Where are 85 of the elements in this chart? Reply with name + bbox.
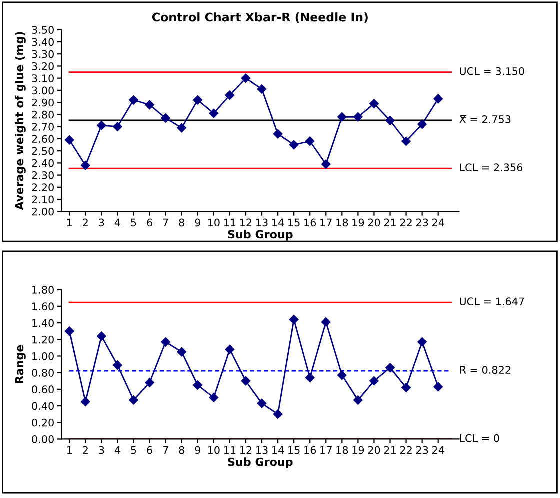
x-tick-label: 18 (336, 218, 348, 227)
x-tick-label: 3 (99, 218, 104, 227)
y-tick-label: 3.10 (32, 74, 54, 82)
x-tick-label: 17 (320, 218, 332, 227)
y-tick-label: 0.40 (32, 402, 54, 410)
x-tick-label: 11 (224, 446, 236, 454)
x-tick-label: 16 (304, 218, 316, 227)
x-tick-label: 10 (208, 446, 220, 454)
x-tick-label: 6 (147, 218, 152, 227)
x-tick-label: 19 (352, 446, 364, 454)
y-tick-label: 1.40 (32, 319, 54, 328)
x-tick-label: 14 (272, 446, 284, 454)
x-tick-label: 7 (163, 446, 168, 454)
x-tick-label: 20 (368, 446, 380, 454)
y-tick-label: 1.20 (32, 336, 54, 344)
x-tick-label: 1 (67, 446, 72, 454)
x-tick-label: 13 (256, 218, 268, 227)
y-axis-title: Average weight of glue (mg) (15, 32, 26, 210)
x-tick-label: 22 (400, 446, 412, 454)
x-tick-label: 8 (179, 218, 184, 227)
x-tick-label: 13 (256, 446, 268, 454)
x-tick-label: 12 (240, 218, 252, 227)
y-tick-label: 2.20 (32, 184, 54, 192)
y-tick-label: 2.30 (32, 172, 54, 180)
x-tick-label: 5 (131, 218, 136, 227)
x-tick-label: 23 (416, 446, 428, 454)
ref-line-label: LCL = 0 (460, 434, 500, 442)
x-tick-label: 5 (131, 446, 136, 454)
x-tick-label: 21 (384, 218, 396, 227)
y-tick-label: 0.80 (32, 369, 54, 377)
ref-line-label: LCL = 2.356 (460, 164, 523, 172)
x-tick-label: 4 (114, 446, 120, 454)
y-tick-label: 0.00 (32, 435, 54, 444)
y-tick-label: 3.00 (32, 86, 54, 95)
x-tick-label: 2 (83, 218, 88, 227)
x-tick-label: 15 (288, 446, 300, 454)
ref-line-label: X̿ = 2.753 (460, 115, 511, 124)
x-tick-label: 24 (432, 218, 444, 227)
x-axis-title: Sub Group (228, 458, 293, 468)
y-tick-label: 1.60 (32, 302, 54, 311)
y-axis-title: Range (15, 345, 26, 384)
y-tick-label: 3.20 (32, 62, 54, 70)
y-tick-label: 2.90 (32, 98, 54, 107)
x-tick-label: 18 (336, 446, 348, 454)
x-tick-label: 24 (432, 446, 444, 454)
x-tick-label: 6 (147, 446, 152, 454)
y-tick-label: 0.20 (32, 418, 54, 427)
x-tick-label: 9 (195, 446, 200, 454)
y-tick-label: 2.70 (32, 123, 54, 131)
x-tick-label: 12 (240, 446, 252, 454)
y-tick-label: 3.50 (32, 26, 54, 34)
chart-title: Control Chart Xbar-R (Needle In) (152, 12, 368, 24)
y-tick-label: 0.60 (32, 386, 54, 394)
y-tick-label: 3.40 (32, 38, 54, 46)
x-tick-label: 16 (304, 446, 316, 454)
x-tick-label: 19 (352, 218, 364, 227)
y-tick-label: 1.00 (32, 352, 54, 360)
ref-line-label: UCL = 3.150 (460, 67, 524, 76)
y-tick-label: 2.60 (32, 135, 54, 144)
x-axis-title: Sub Group (228, 230, 293, 241)
y-tick-label: 2.40 (32, 159, 54, 168)
x-tick-label: 20 (368, 218, 380, 227)
x-tick-label: 22 (400, 218, 412, 227)
x-tick-label: 23 (416, 218, 428, 227)
x-tick-label: 21 (384, 446, 396, 454)
y-tick-label: 2.00 (32, 208, 54, 216)
y-tick-label: 1.80 (32, 286, 54, 294)
x-tick-label: 11 (224, 218, 236, 227)
y-tick-label: 2.50 (32, 147, 54, 156)
y-tick-label: 2.80 (32, 110, 54, 119)
y-tick-label: 3.30 (32, 50, 54, 58)
x-tick-label: 7 (163, 218, 168, 227)
x-tick-label: 4 (114, 218, 120, 227)
x-tick-label: 2 (83, 446, 88, 454)
x-tick-label: 10 (208, 218, 220, 227)
x-tick-label: 3 (99, 446, 104, 454)
x-tick-label: 15 (288, 218, 300, 227)
x-tick-label: 14 (272, 218, 284, 227)
ref-line-label: UCL = 1.647 (460, 298, 524, 306)
ref-line-label: R̄ = 0.822 (460, 366, 511, 374)
x-tick-label: 9 (195, 218, 200, 227)
y-tick-label: 2.10 (32, 196, 54, 204)
x-tick-label: 17 (320, 446, 332, 454)
x-tick-label: 8 (179, 446, 184, 454)
x-tick-label: 1 (67, 218, 72, 227)
